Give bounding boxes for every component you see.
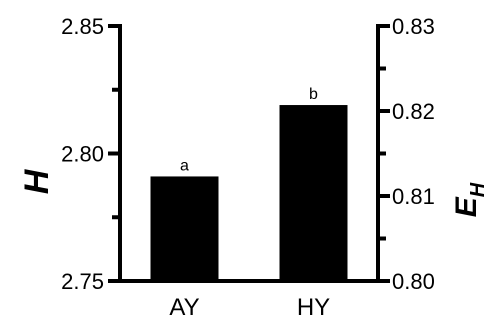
right-y-tick-label: 0.81 bbox=[392, 184, 435, 209]
right-y-tick-label: 0.80 bbox=[392, 269, 435, 294]
right-y-axis-title-sub: H bbox=[467, 182, 489, 197]
svg-text:EH: EH bbox=[450, 182, 489, 217]
left-y-tick-label: 2.85 bbox=[61, 14, 104, 39]
bar-ay bbox=[150, 176, 219, 281]
left-y-ticks: 2.75 2.80 2.85 bbox=[61, 14, 120, 294]
bar-annotation-hy: b bbox=[309, 86, 318, 103]
right-y-tick-label: 0.82 bbox=[392, 99, 435, 124]
x-category-label-hy: HY bbox=[297, 294, 330, 321]
right-y-axis-title-main: E bbox=[450, 196, 483, 217]
right-y-axis-title: EH bbox=[450, 182, 489, 217]
left-y-tick-label: 2.80 bbox=[61, 142, 104, 167]
left-y-axis-title: H bbox=[18, 168, 56, 194]
bar-annotation-ay: a bbox=[180, 157, 189, 174]
right-y-tick-label: 0.83 bbox=[392, 14, 435, 39]
x-category-labels: AY HY bbox=[169, 294, 330, 321]
left-y-tick-label: 2.75 bbox=[61, 269, 104, 294]
right-y-ticks: 0.80 0.81 0.82 0.83 bbox=[378, 14, 435, 294]
bars: ab bbox=[150, 86, 348, 281]
bar-hy bbox=[279, 105, 348, 281]
x-category-label-ay: AY bbox=[169, 294, 199, 321]
